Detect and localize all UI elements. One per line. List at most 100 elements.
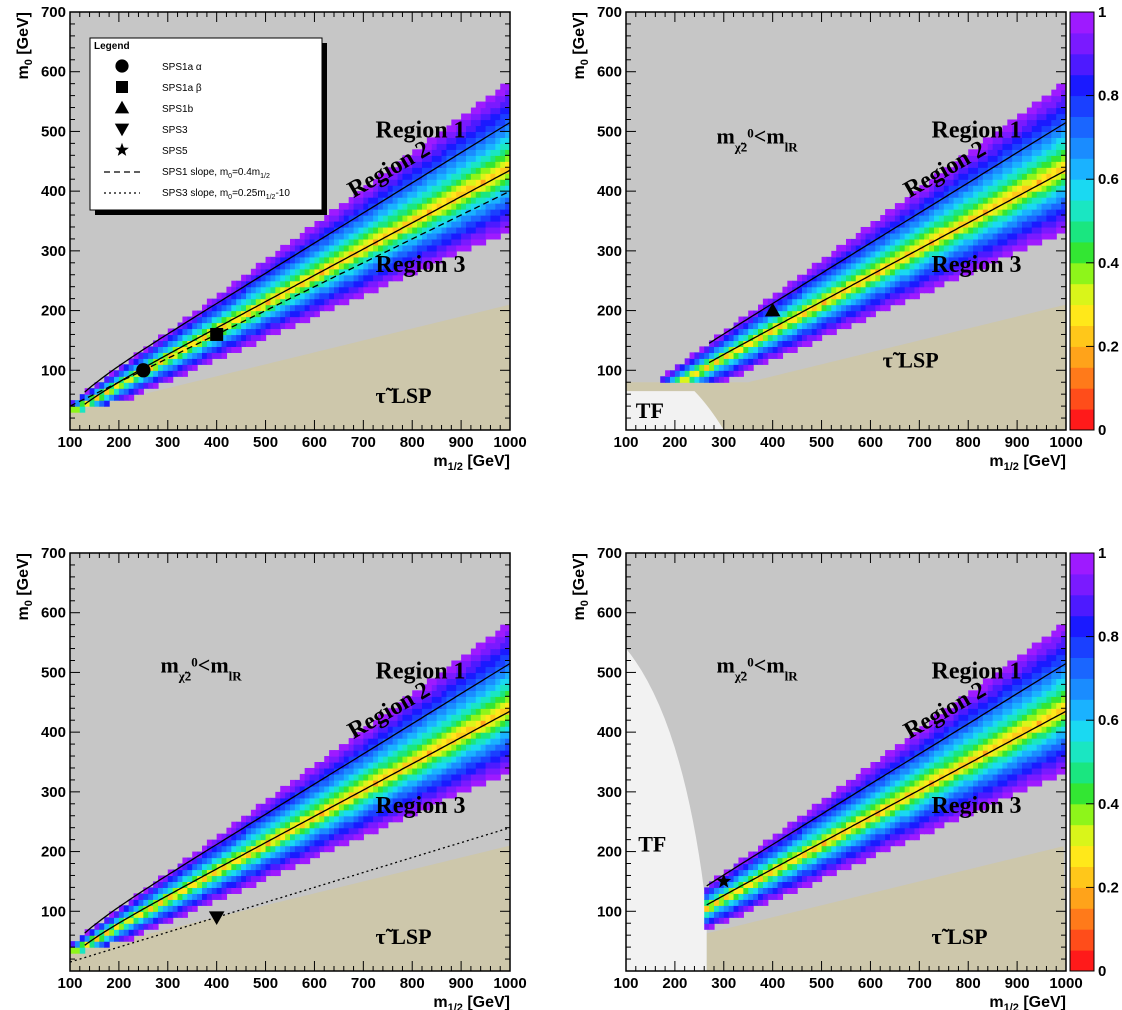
colorbar-tick-label: 0.2 xyxy=(1098,338,1119,355)
contour-upper xyxy=(708,121,1066,344)
y-tick-label: 500 xyxy=(41,664,66,681)
contour-lower xyxy=(706,710,1066,906)
x-tick-label: 400 xyxy=(760,434,785,451)
stau-lsp-region xyxy=(626,304,1066,430)
y-tick-label: 700 xyxy=(41,4,66,21)
mass-hierarchy-label: mχ̃20<mlR xyxy=(160,652,242,683)
stau-lsp-label: τ̃ LSP xyxy=(376,924,432,949)
contour-upper xyxy=(706,662,1066,887)
panel-bottom-left: 100 200 300 400 500 600 700 800 900 1000 100 200 300… xyxy=(15,545,527,1010)
x-tick-label: 700 xyxy=(351,975,376,992)
y-tick-label: 100 xyxy=(41,362,66,379)
region-label-3: Region 3 xyxy=(376,252,466,278)
x-tick-label: 1000 xyxy=(1049,975,1082,992)
colorbar-tick-label: 0.8 xyxy=(1098,88,1119,105)
y-tick-label: 100 xyxy=(597,903,622,920)
x-tick-label: 200 xyxy=(106,434,131,451)
legend: Legend SPS1a α SPS1a β SPS1b SPS3 SPS5 SPS1 sl… xyxy=(89,37,327,215)
y-tick-label: 300 xyxy=(597,784,622,801)
contour-upper xyxy=(84,121,510,393)
mass-hierarchy-label: mχ̃20<mlR xyxy=(716,123,798,154)
stau-lsp-label: τ̃ LSP xyxy=(883,347,939,372)
legend-marker-square xyxy=(116,81,128,93)
legend-title: Legend xyxy=(94,41,130,52)
x-tick-label: 100 xyxy=(57,975,82,992)
region-label-1: Region 1 xyxy=(932,117,1022,143)
colorbar: 0 0.2 0.4 0.6 0.8 1 xyxy=(1069,545,1120,980)
colorbar-tick-label: 0.6 xyxy=(1098,171,1119,188)
x-tick-label: 300 xyxy=(155,975,180,992)
y-axis-label: m0 [GeV] xyxy=(571,553,591,620)
sps-point-triangle-up xyxy=(764,302,781,317)
legend-entry: SPS1b xyxy=(162,104,194,115)
colorbar-tick-label: 0 xyxy=(1098,422,1106,439)
x-tick-label: 1000 xyxy=(493,434,526,451)
stau-lsp-region xyxy=(706,846,1066,971)
y-tick-label: 600 xyxy=(597,605,622,622)
legend-marker-star xyxy=(115,142,129,156)
x-tick-label: 1000 xyxy=(1049,434,1082,451)
y-tick-label: 300 xyxy=(597,243,622,260)
legend-entry: SPS1a β xyxy=(162,83,202,94)
sps-point-square xyxy=(210,327,224,341)
contour-lower xyxy=(84,710,510,946)
sps-point-circle xyxy=(136,363,151,378)
y-tick-label: 200 xyxy=(41,303,66,320)
colorbar-tick-label: 0.2 xyxy=(1098,879,1119,896)
heatmap-area xyxy=(626,624,1066,971)
plot-frame xyxy=(69,11,511,431)
x-tick-label: 700 xyxy=(351,434,376,451)
x-tick-label: 400 xyxy=(204,434,229,451)
colorbar-tick-label: 0 xyxy=(1098,963,1106,980)
legend-entry: SPS3 slope, m0=0.25m1/2-10 xyxy=(162,188,290,201)
tf-region xyxy=(626,648,707,971)
x-axis-label: m1/2 [GeV] xyxy=(433,994,510,1010)
y-tick-label: 700 xyxy=(41,545,66,562)
sps-point-triangle-down xyxy=(208,911,225,926)
y-tick-label: 400 xyxy=(597,183,622,200)
legend-marker-triangle-down xyxy=(114,123,130,137)
x-tick-label: 500 xyxy=(253,434,278,451)
plot-frame xyxy=(625,11,1067,431)
y-tick-label: 200 xyxy=(597,303,622,320)
x-tick-label: 200 xyxy=(106,975,131,992)
x-tick-label: 400 xyxy=(204,975,229,992)
sps-slope-line-dotted xyxy=(70,827,510,963)
x-tick-label: 800 xyxy=(956,975,981,992)
y-tick-label: 500 xyxy=(597,123,622,140)
colorbar-tick-label: 1 xyxy=(1098,4,1106,21)
y-tick-label: 300 xyxy=(41,243,66,260)
x-axis-label: m1/2 [GeV] xyxy=(989,453,1066,473)
region-label-1: Region 1 xyxy=(376,658,466,684)
legend-entry: SPS1 slope, m0=0.4m1/2 xyxy=(162,167,270,180)
colorbar-tick-label: 0.4 xyxy=(1098,255,1120,272)
region-label-3: Region 3 xyxy=(376,793,466,819)
legend-entry: SPS5 xyxy=(162,146,188,157)
panel-bottom-right: 100 200 300 400 500 600 700 800 900 1000 100 200 300… xyxy=(571,545,1120,1010)
stau-lsp-label: τ̃ LSP xyxy=(932,924,988,949)
x-tick-label: 600 xyxy=(302,434,327,451)
x-tick-label: 900 xyxy=(449,975,474,992)
x-tick-label: 400 xyxy=(760,975,785,992)
y-tick-label: 100 xyxy=(41,903,66,920)
y-tick-label: 700 xyxy=(597,4,622,21)
y-tick-label: 200 xyxy=(597,844,622,861)
x-tick-label: 200 xyxy=(662,434,687,451)
tf-region xyxy=(626,391,724,430)
region-label-3: Region 3 xyxy=(932,793,1022,819)
legend-marker-triangle-up xyxy=(114,100,130,114)
panel-top-right: 100 200 300 400 500 600 700 800 900 1000 100 200 300… xyxy=(571,4,1120,473)
region-label-1: Region 1 xyxy=(932,658,1022,684)
x-tick-label: 700 xyxy=(907,434,932,451)
contour-lower xyxy=(84,169,510,405)
legend-marker-circle xyxy=(115,59,129,73)
x-tick-label: 600 xyxy=(302,975,327,992)
y-tick-label: 200 xyxy=(41,844,66,861)
y-tick-label: 500 xyxy=(41,123,66,140)
y-tick-label: 400 xyxy=(41,183,66,200)
heatmap-cells xyxy=(70,624,510,954)
x-tick-label: 800 xyxy=(400,975,425,992)
colorbar: 0 0.2 0.4 0.6 0.8 1 xyxy=(1069,4,1120,439)
x-tick-label: 300 xyxy=(155,434,180,451)
